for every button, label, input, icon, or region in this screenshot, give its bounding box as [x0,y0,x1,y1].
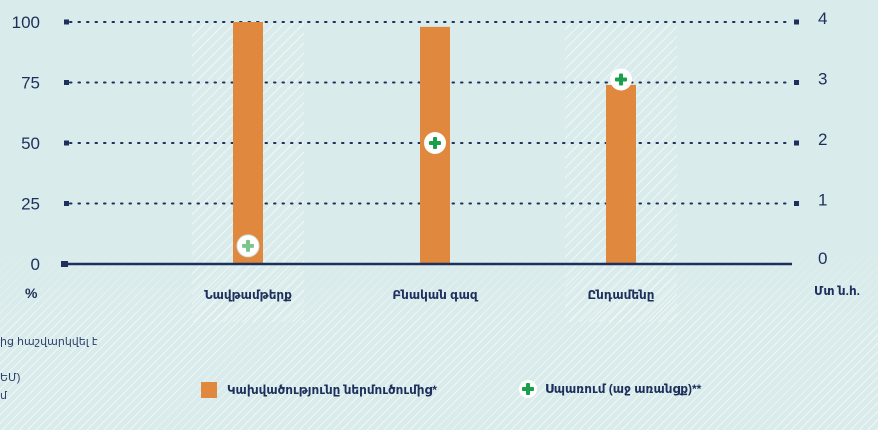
gridline-end-marker [794,80,799,85]
consumption-marker [236,234,260,258]
legend-item-import-dependence: Կախվածությունը ներմուծումից* [201,382,437,398]
gridline-start-marker [64,80,69,85]
consumption-marker [610,68,632,91]
y-right-tick-label: 2 [818,130,827,149]
gridline-end-marker [794,201,799,206]
y-right-tick-label: 1 [818,191,827,210]
footnote-3: մ [0,390,7,402]
y-right-tick-label: 4 [818,9,827,28]
label-layer: 0 25 50 75 100 0 1 2 3 4 Նավթամթերք Բնական գազ Ընդամ… [12,9,828,302]
y-left-tick-label: 0 [31,255,40,274]
y-right-tick-label: 3 [818,70,827,89]
y-left-tick-label: 75 [21,74,40,93]
y-left-tick-label: 100 [12,13,40,32]
footnote-2: ԵՄ) [0,372,21,384]
category-label: Ընդամենը [588,288,655,302]
category-label: Բնական գազ [392,288,478,302]
consumption-marker [424,132,446,154]
bar [233,22,263,264]
legend-item-consumption: Սպառում (աջ առանցք)** [519,380,701,398]
marker-plus-vertical [246,239,250,252]
x-axis-start-marker [61,261,68,267]
legend-label-import-dependence: Կախվածությունը ներմուծումից* [227,383,437,397]
y-left-tick-label: 50 [21,134,40,153]
gridline-start-marker [64,201,69,206]
right-axis-unit: Մտ ն.հ. [814,284,860,298]
left-axis-unit: % [25,285,38,301]
y-right-tick-label: 0 [818,249,827,268]
gridline-start-marker [64,19,69,25]
legend-label-consumption: Սպառում (աջ առանցք)** [545,382,702,396]
gridline-end-marker [794,19,799,25]
marker-layer [236,68,632,258]
category-label: Նավթամթերք [204,288,292,302]
y-left-tick-label: 25 [21,195,40,214]
gridline-end-marker [794,140,799,146]
plus-icon [519,380,537,398]
bar [606,84,636,264]
footnote-1: ից հաշվարկվել է [0,336,98,348]
grid-layer [64,19,799,206]
marker-plus-vertical [433,137,437,149]
legend-swatch-bar [201,382,217,398]
gridline-start-marker [64,140,69,146]
marker-plus-vertical [619,73,623,86]
